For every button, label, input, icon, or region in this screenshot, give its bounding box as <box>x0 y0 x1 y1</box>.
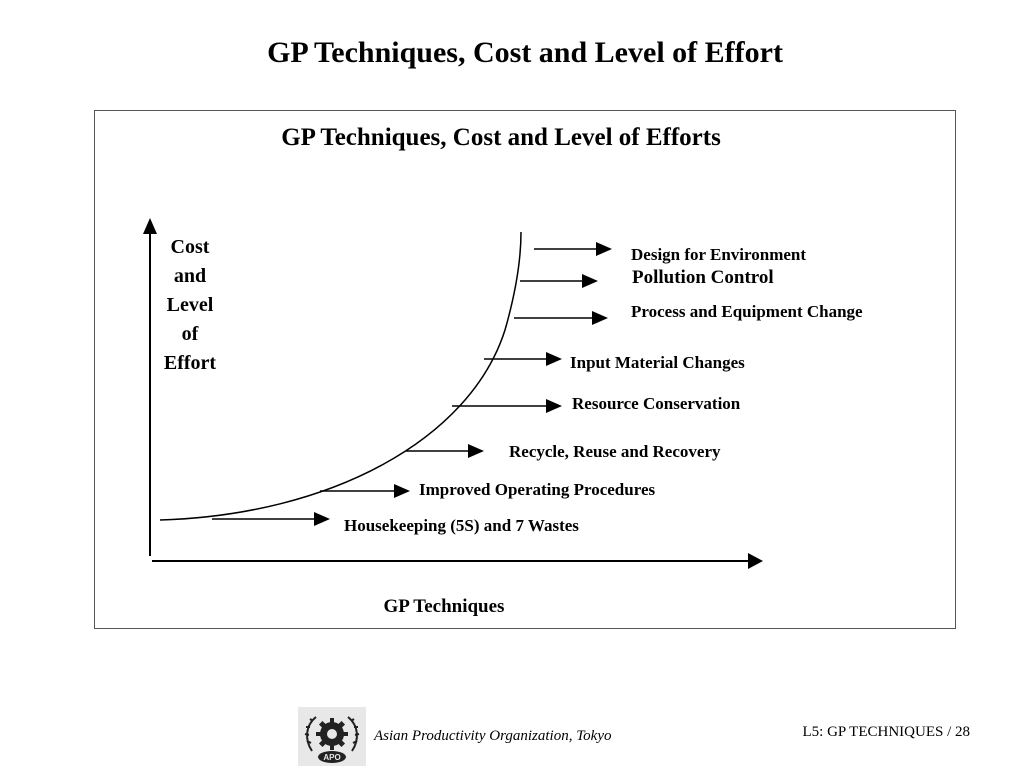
footer-page-ref: L5: GP TECHNIQUES / 28 <box>802 724 970 740</box>
logo-text: APO <box>323 753 340 762</box>
technique-label: Design for Environment <box>631 245 807 264</box>
technique-label: Input Material Changes <box>570 353 745 372</box>
y-axis-label-line: and <box>173 265 207 287</box>
technique-arrow <box>320 484 410 498</box>
y-axis-label-line: Effort <box>163 352 217 374</box>
technique-label: Resource Conservation <box>572 394 741 413</box>
technique-label: Pollution Control <box>632 267 774 288</box>
technique-label: Process and Equipment Change <box>631 302 863 321</box>
y-axis-label: Cost and Level of Effort <box>150 233 230 378</box>
technique-arrow <box>212 512 330 526</box>
technique-arrow <box>452 399 562 413</box>
technique-label: Housekeeping (5S) and 7 Wastes <box>344 516 579 535</box>
technique-arrow <box>520 274 598 288</box>
technique-arrow <box>406 444 484 458</box>
diagram-frame <box>94 110 956 629</box>
apo-logo: APO <box>298 707 366 766</box>
technique-label: Recycle, Reuse and Recovery <box>509 442 721 461</box>
technique-arrow <box>484 352 562 366</box>
slide-title: GP Techniques, Cost and Level of Effort <box>267 36 783 69</box>
technique-arrow <box>534 242 612 256</box>
technique-label: Improved Operating Procedures <box>419 480 656 499</box>
y-axis <box>143 218 157 556</box>
diagram-title: GP Techniques, Cost and Level of Efforts <box>281 124 721 151</box>
y-axis-label-line: Cost <box>170 236 210 258</box>
y-axis-label-line: of <box>181 323 199 345</box>
apo-gear-icon: APO <box>304 716 360 763</box>
x-axis <box>152 553 763 569</box>
x-axis-label: GP Techniques <box>383 596 505 617</box>
footer-organization: Asian Productivity Organization, Tokyo <box>374 728 612 744</box>
technique-arrow <box>514 311 608 325</box>
effort-curve <box>159 231 522 521</box>
y-axis-label-line: Level <box>166 294 214 316</box>
